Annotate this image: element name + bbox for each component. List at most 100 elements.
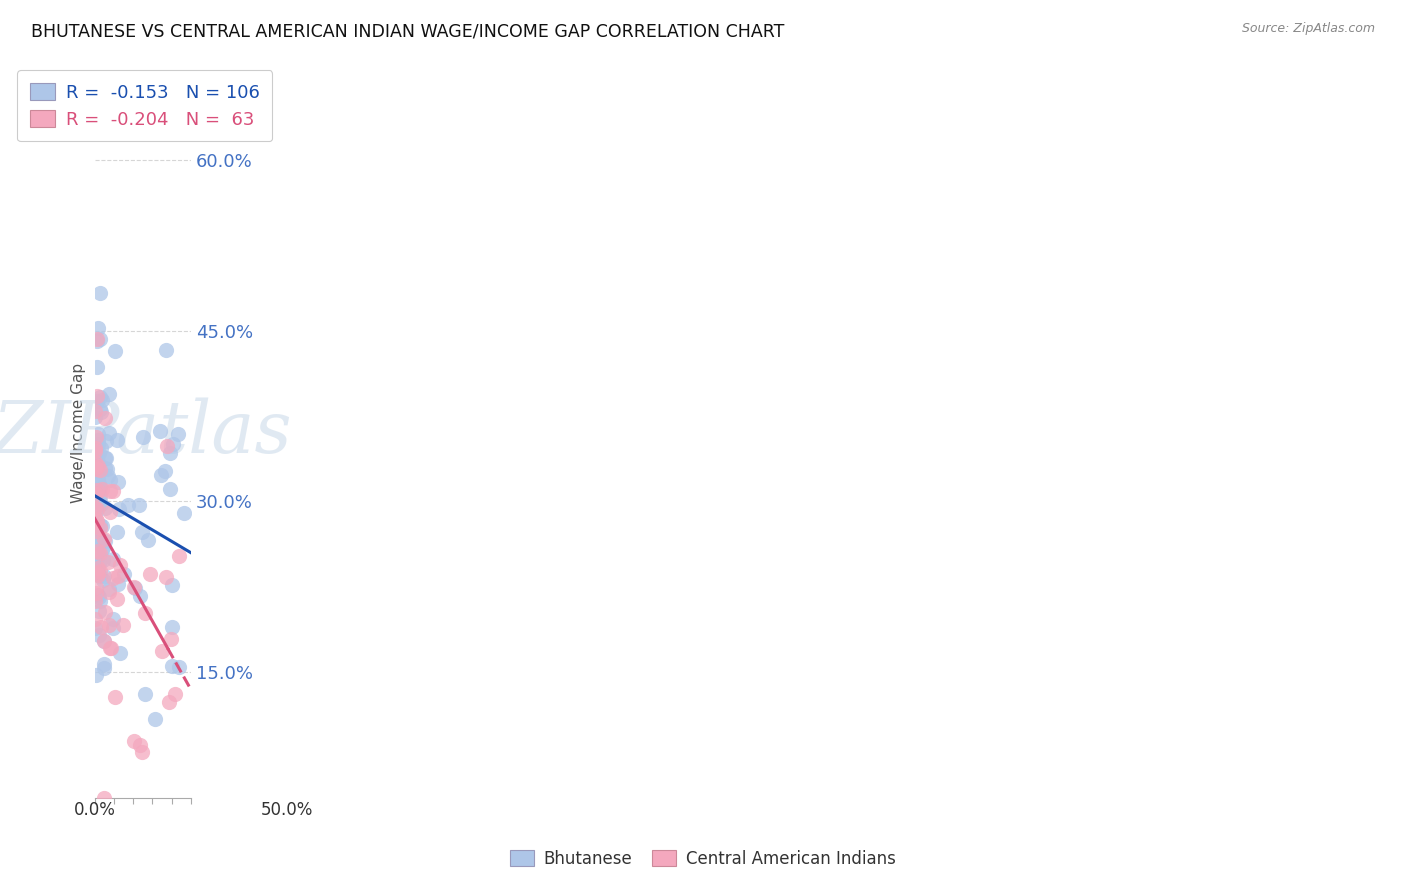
Point xyxy=(93,661,115,675)
Point xyxy=(94,605,117,619)
Point xyxy=(98,387,121,401)
Point xyxy=(160,620,183,634)
Point xyxy=(153,464,176,478)
Point xyxy=(105,591,128,606)
Point xyxy=(87,524,110,538)
Point xyxy=(86,393,108,408)
Point xyxy=(122,580,145,594)
Point xyxy=(94,534,117,549)
Point xyxy=(162,436,184,450)
Point xyxy=(84,621,107,635)
Point xyxy=(84,585,107,599)
Point xyxy=(84,594,107,608)
Point xyxy=(97,555,120,569)
Point xyxy=(89,480,111,494)
Point xyxy=(87,455,110,469)
Point xyxy=(93,634,115,648)
Point xyxy=(159,483,181,497)
Point xyxy=(89,490,111,504)
Point xyxy=(90,620,112,634)
Point xyxy=(87,437,110,451)
Point xyxy=(84,462,107,476)
Legend: R =  -0.153   N = 106, R =  -0.204   N =  63: R = -0.153 N = 106, R = -0.204 N = 63 xyxy=(17,70,273,141)
Point xyxy=(149,424,172,438)
Point xyxy=(107,475,129,489)
Point xyxy=(86,464,108,478)
Point xyxy=(86,332,108,346)
Point xyxy=(86,359,108,374)
Y-axis label: Wage/Income Gap: Wage/Income Gap xyxy=(72,363,86,503)
Point xyxy=(96,462,118,476)
Point xyxy=(86,514,108,528)
Point xyxy=(93,790,115,805)
Point xyxy=(84,473,107,487)
Point xyxy=(84,409,107,424)
Point xyxy=(138,533,160,547)
Point xyxy=(107,577,129,591)
Point xyxy=(159,695,181,709)
Point xyxy=(90,393,112,408)
Point xyxy=(155,570,177,584)
Point xyxy=(86,458,108,472)
Point xyxy=(89,546,111,560)
Point xyxy=(84,451,107,466)
Point xyxy=(155,343,177,357)
Point xyxy=(173,507,195,521)
Point xyxy=(105,525,128,540)
Point xyxy=(90,519,112,533)
Point xyxy=(84,455,107,469)
Point xyxy=(86,565,108,579)
Point xyxy=(98,618,121,632)
Point xyxy=(98,505,121,519)
Point xyxy=(131,745,153,759)
Point xyxy=(167,427,190,442)
Text: BHUTANESE VS CENTRAL AMERICAN INDIAN WAGE/INCOME GAP CORRELATION CHART: BHUTANESE VS CENTRAL AMERICAN INDIAN WAG… xyxy=(31,22,785,40)
Point xyxy=(143,712,166,726)
Point xyxy=(97,425,120,440)
Point xyxy=(167,549,190,563)
Point xyxy=(101,621,124,635)
Point xyxy=(150,644,173,658)
Point xyxy=(98,641,121,656)
Point xyxy=(93,633,115,648)
Point xyxy=(89,565,111,579)
Point xyxy=(86,321,108,335)
Point xyxy=(96,434,118,448)
Point xyxy=(104,344,127,359)
Point xyxy=(87,446,110,460)
Point xyxy=(91,553,114,567)
Point xyxy=(86,389,108,403)
Point xyxy=(93,569,115,583)
Point xyxy=(112,618,135,632)
Point xyxy=(105,433,128,447)
Point xyxy=(107,569,129,583)
Point xyxy=(84,512,107,526)
Point xyxy=(84,611,107,625)
Point xyxy=(107,501,129,516)
Point xyxy=(97,582,120,596)
Point xyxy=(112,567,135,582)
Point xyxy=(169,659,191,673)
Point xyxy=(94,450,117,465)
Point xyxy=(91,541,114,556)
Point xyxy=(93,532,115,546)
Point xyxy=(89,594,111,608)
Point xyxy=(84,460,107,475)
Point xyxy=(89,569,111,583)
Point xyxy=(87,560,110,574)
Point xyxy=(134,606,156,620)
Point xyxy=(101,612,124,626)
Point xyxy=(90,497,112,511)
Point xyxy=(160,632,183,646)
Legend: Bhutanese, Central American Indians: Bhutanese, Central American Indians xyxy=(503,844,903,875)
Point xyxy=(110,646,132,660)
Point xyxy=(98,473,121,487)
Point xyxy=(86,483,108,497)
Point xyxy=(97,469,120,483)
Point xyxy=(89,477,111,491)
Point xyxy=(84,441,107,455)
Point xyxy=(84,524,107,538)
Point xyxy=(87,458,110,473)
Point xyxy=(90,482,112,496)
Point xyxy=(86,502,108,516)
